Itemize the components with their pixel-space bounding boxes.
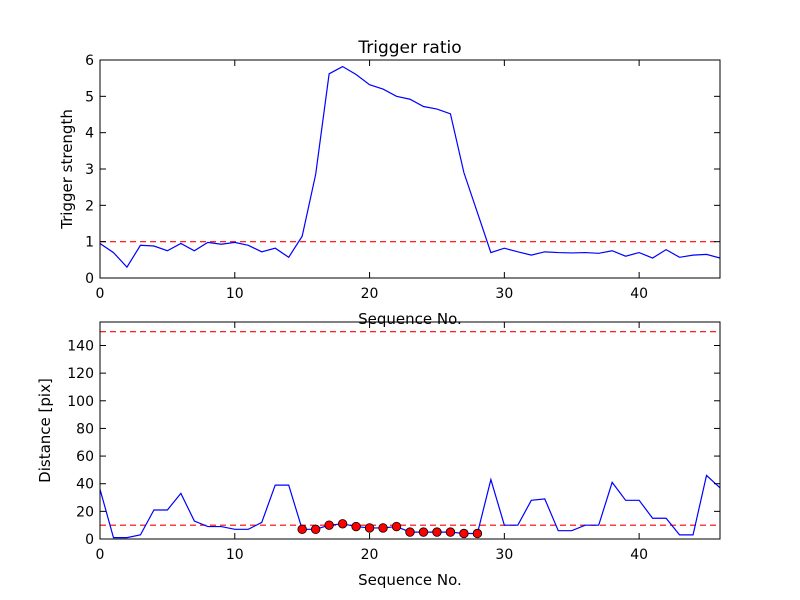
trigger-axes-frame [99, 59, 721, 279]
distance-marker-point [432, 527, 442, 537]
trigger-x-tick-label: 40 [630, 286, 648, 302]
trigger-x-tick-label: 20 [361, 286, 379, 302]
distance-marker-point [297, 524, 307, 535]
trigger-y-tick-label: 3 [85, 162, 94, 178]
distance-x-tick-label: 10 [226, 547, 244, 563]
trigger-title: Trigger ratio [357, 38, 461, 58]
distance-marker-point [310, 524, 321, 535]
trigger-x-axis-label: Sequence No. [358, 310, 462, 328]
distance-y-tick-label: 100 [67, 394, 94, 410]
distance-marker-point [337, 519, 348, 529]
trigger-y-tick-label: 6 [85, 53, 94, 69]
trigger-y-axis-label: Trigger strength [58, 109, 76, 230]
distance-y-axis-label: Distance [pix] [36, 378, 54, 483]
distance-marker-point [351, 521, 361, 532]
trigger-x-tick-label: 10 [226, 286, 244, 302]
trigger-y-tick-label: 1 [85, 235, 94, 251]
distance-axes-frame [99, 321, 721, 540]
distance-plot: 0 10 20 30 40 0 20 40 60 80 100 120 140 Sequence No. D… [36, 321, 721, 589]
distance-x-tick-label: 0 [96, 547, 105, 563]
distance-marker-point [378, 523, 388, 533]
distance-marker-point [364, 523, 375, 533]
distance-y-tick-label: 140 [67, 338, 94, 354]
trigger-y-tick-label: 2 [85, 198, 94, 214]
trigger-y-tick-label: 4 [85, 126, 94, 142]
distance-marker-point [391, 521, 402, 532]
trigger-y-tick-label: 5 [85, 89, 94, 105]
distance-y-tick-label: 0 [85, 532, 94, 548]
trigger-y-tick-label: 0 [85, 271, 94, 287]
distance-y-tick-label: 20 [76, 504, 94, 520]
distance-x-tick-label: 30 [495, 547, 513, 563]
trigger-series-line [100, 65, 720, 269]
distance-x-tick-label: 40 [630, 547, 648, 563]
distance-x-axis-label: Sequence No. [358, 571, 462, 589]
distance-marker-point [445, 527, 456, 537]
distance-y-tick-label: 80 [76, 421, 94, 437]
distance-marker-point [472, 528, 483, 539]
distance-x-tick-label: 20 [361, 547, 379, 563]
distance-marker-point [405, 527, 415, 537]
trigger-x-tick-label: 30 [495, 286, 513, 302]
distance-y-tick-label: 60 [76, 449, 94, 465]
trigger-x-tick-label: 0 [96, 286, 105, 302]
distance-marker-point [324, 520, 334, 530]
distance-y-tick-label: 120 [67, 366, 94, 382]
distance-y-tick-label: 40 [76, 477, 94, 493]
distance-marker-point [459, 528, 469, 539]
trigger-ratio-plot: 0 10 20 30 40 0 1 2 3 4 5 6 Sequence No. Trigger stre… [58, 38, 721, 328]
distance-marker-point [418, 527, 429, 537]
